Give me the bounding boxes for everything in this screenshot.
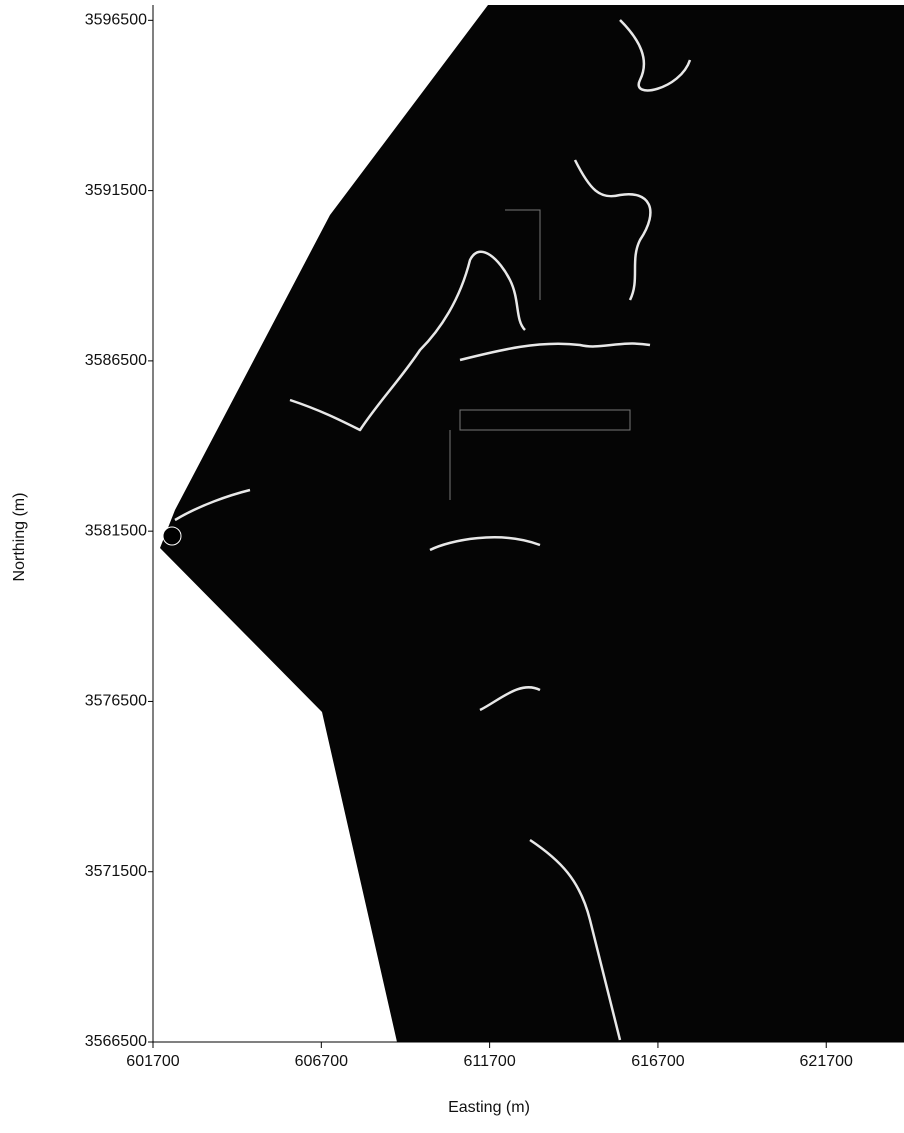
x-axis-title: Easting (m) <box>448 1099 530 1116</box>
map-area <box>153 5 904 1042</box>
y-tick-label: 3576500 <box>85 693 147 710</box>
y-tick-label: 3571500 <box>85 863 147 880</box>
y-tick-label: 3591500 <box>85 182 147 199</box>
x-tick-label: 601700 <box>126 1053 179 1070</box>
map-figure: Easting (m) Northing (m) 601700 606700 611… <box>0 0 904 1133</box>
y-axis-title: Northing (m) <box>11 493 28 582</box>
x-tick-label: 606700 <box>295 1053 348 1070</box>
y-tick-label: 3586500 <box>85 352 147 369</box>
y-tick-label: 3596500 <box>85 12 147 29</box>
x-tick-label: 621700 <box>800 1053 853 1070</box>
x-tick-label: 616700 <box>631 1053 684 1070</box>
y-tick-label: 3581500 <box>85 522 147 539</box>
inlet-marker <box>163 527 181 545</box>
y-tick-label: 3566500 <box>85 1033 147 1050</box>
x-tick-label: 611700 <box>464 1053 516 1070</box>
